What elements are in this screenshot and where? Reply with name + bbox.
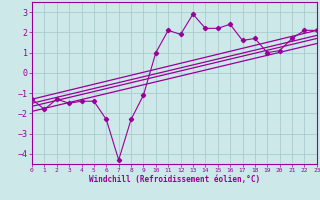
X-axis label: Windchill (Refroidissement éolien,°C): Windchill (Refroidissement éolien,°C) xyxy=(89,175,260,184)
